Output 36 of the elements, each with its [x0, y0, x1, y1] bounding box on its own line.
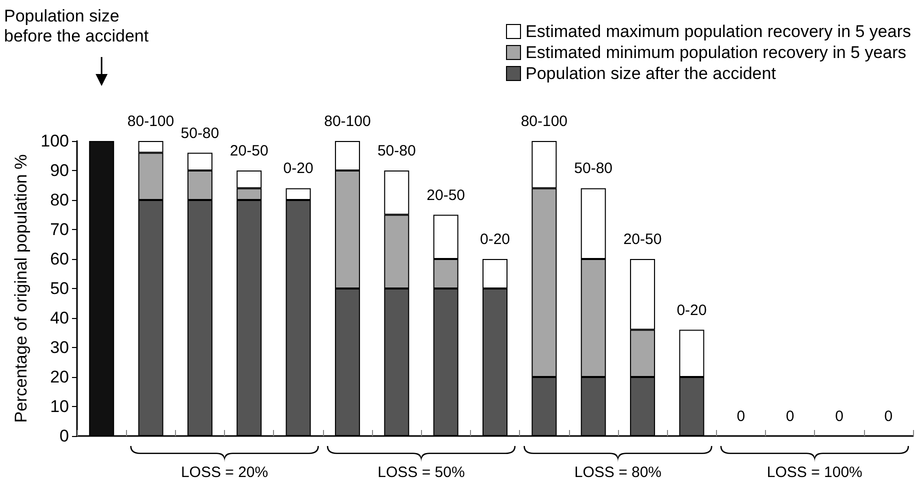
text: LOSS = 80%	[574, 464, 662, 481]
y-tick-label: 10	[50, 397, 69, 416]
y-tick-label: 100	[40, 132, 69, 150]
y-tick-label: 50	[50, 279, 69, 298]
y-tick-label: 40	[50, 308, 69, 328]
data-label: 0-20	[480, 231, 510, 248]
y-tick-label: 30	[50, 338, 69, 357]
y-tick-label: 70	[50, 220, 69, 239]
data-label: 80-100	[127, 113, 174, 130]
data-label: 50-80	[377, 142, 416, 160]
data-label: 20-50	[426, 186, 466, 204]
y-axis-title: Percentage of original population %	[12, 154, 31, 423]
data-label: 50-80	[180, 124, 220, 142]
data-label: 0-20	[676, 302, 707, 319]
legend-label: Population size after the accident	[526, 64, 776, 83]
y-tick-label: 80	[50, 190, 69, 210]
data-label: 20-50	[623, 231, 662, 248]
data-label: 50-80	[574, 160, 613, 178]
text: LOSS = 100%	[766, 464, 862, 481]
data-label: 0-20	[283, 160, 314, 178]
y-tick-label: 0	[60, 426, 69, 446]
data-label: 0	[786, 408, 794, 425]
data-label: 80-100	[324, 113, 371, 130]
data-label: 80-100	[520, 113, 568, 130]
data-label: 0	[835, 408, 844, 425]
data-label: 0	[884, 408, 893, 425]
data-label: 0	[736, 408, 746, 425]
legend-label: Estimated maximum population recovery in 5 years	[526, 22, 912, 41]
text: Population size before the accident	[4, 6, 149, 46]
y-tick-label: 60	[50, 250, 69, 268]
y-tick-label: 90	[50, 161, 69, 180]
text: LOSS = 20%	[180, 464, 268, 481]
y-tick-label: 20	[50, 368, 69, 386]
legend-label: Estimated minimum population recovery in 5 years	[526, 43, 906, 62]
text: LOSS = 50%	[378, 464, 465, 481]
data-label: 20-50	[230, 142, 268, 160]
